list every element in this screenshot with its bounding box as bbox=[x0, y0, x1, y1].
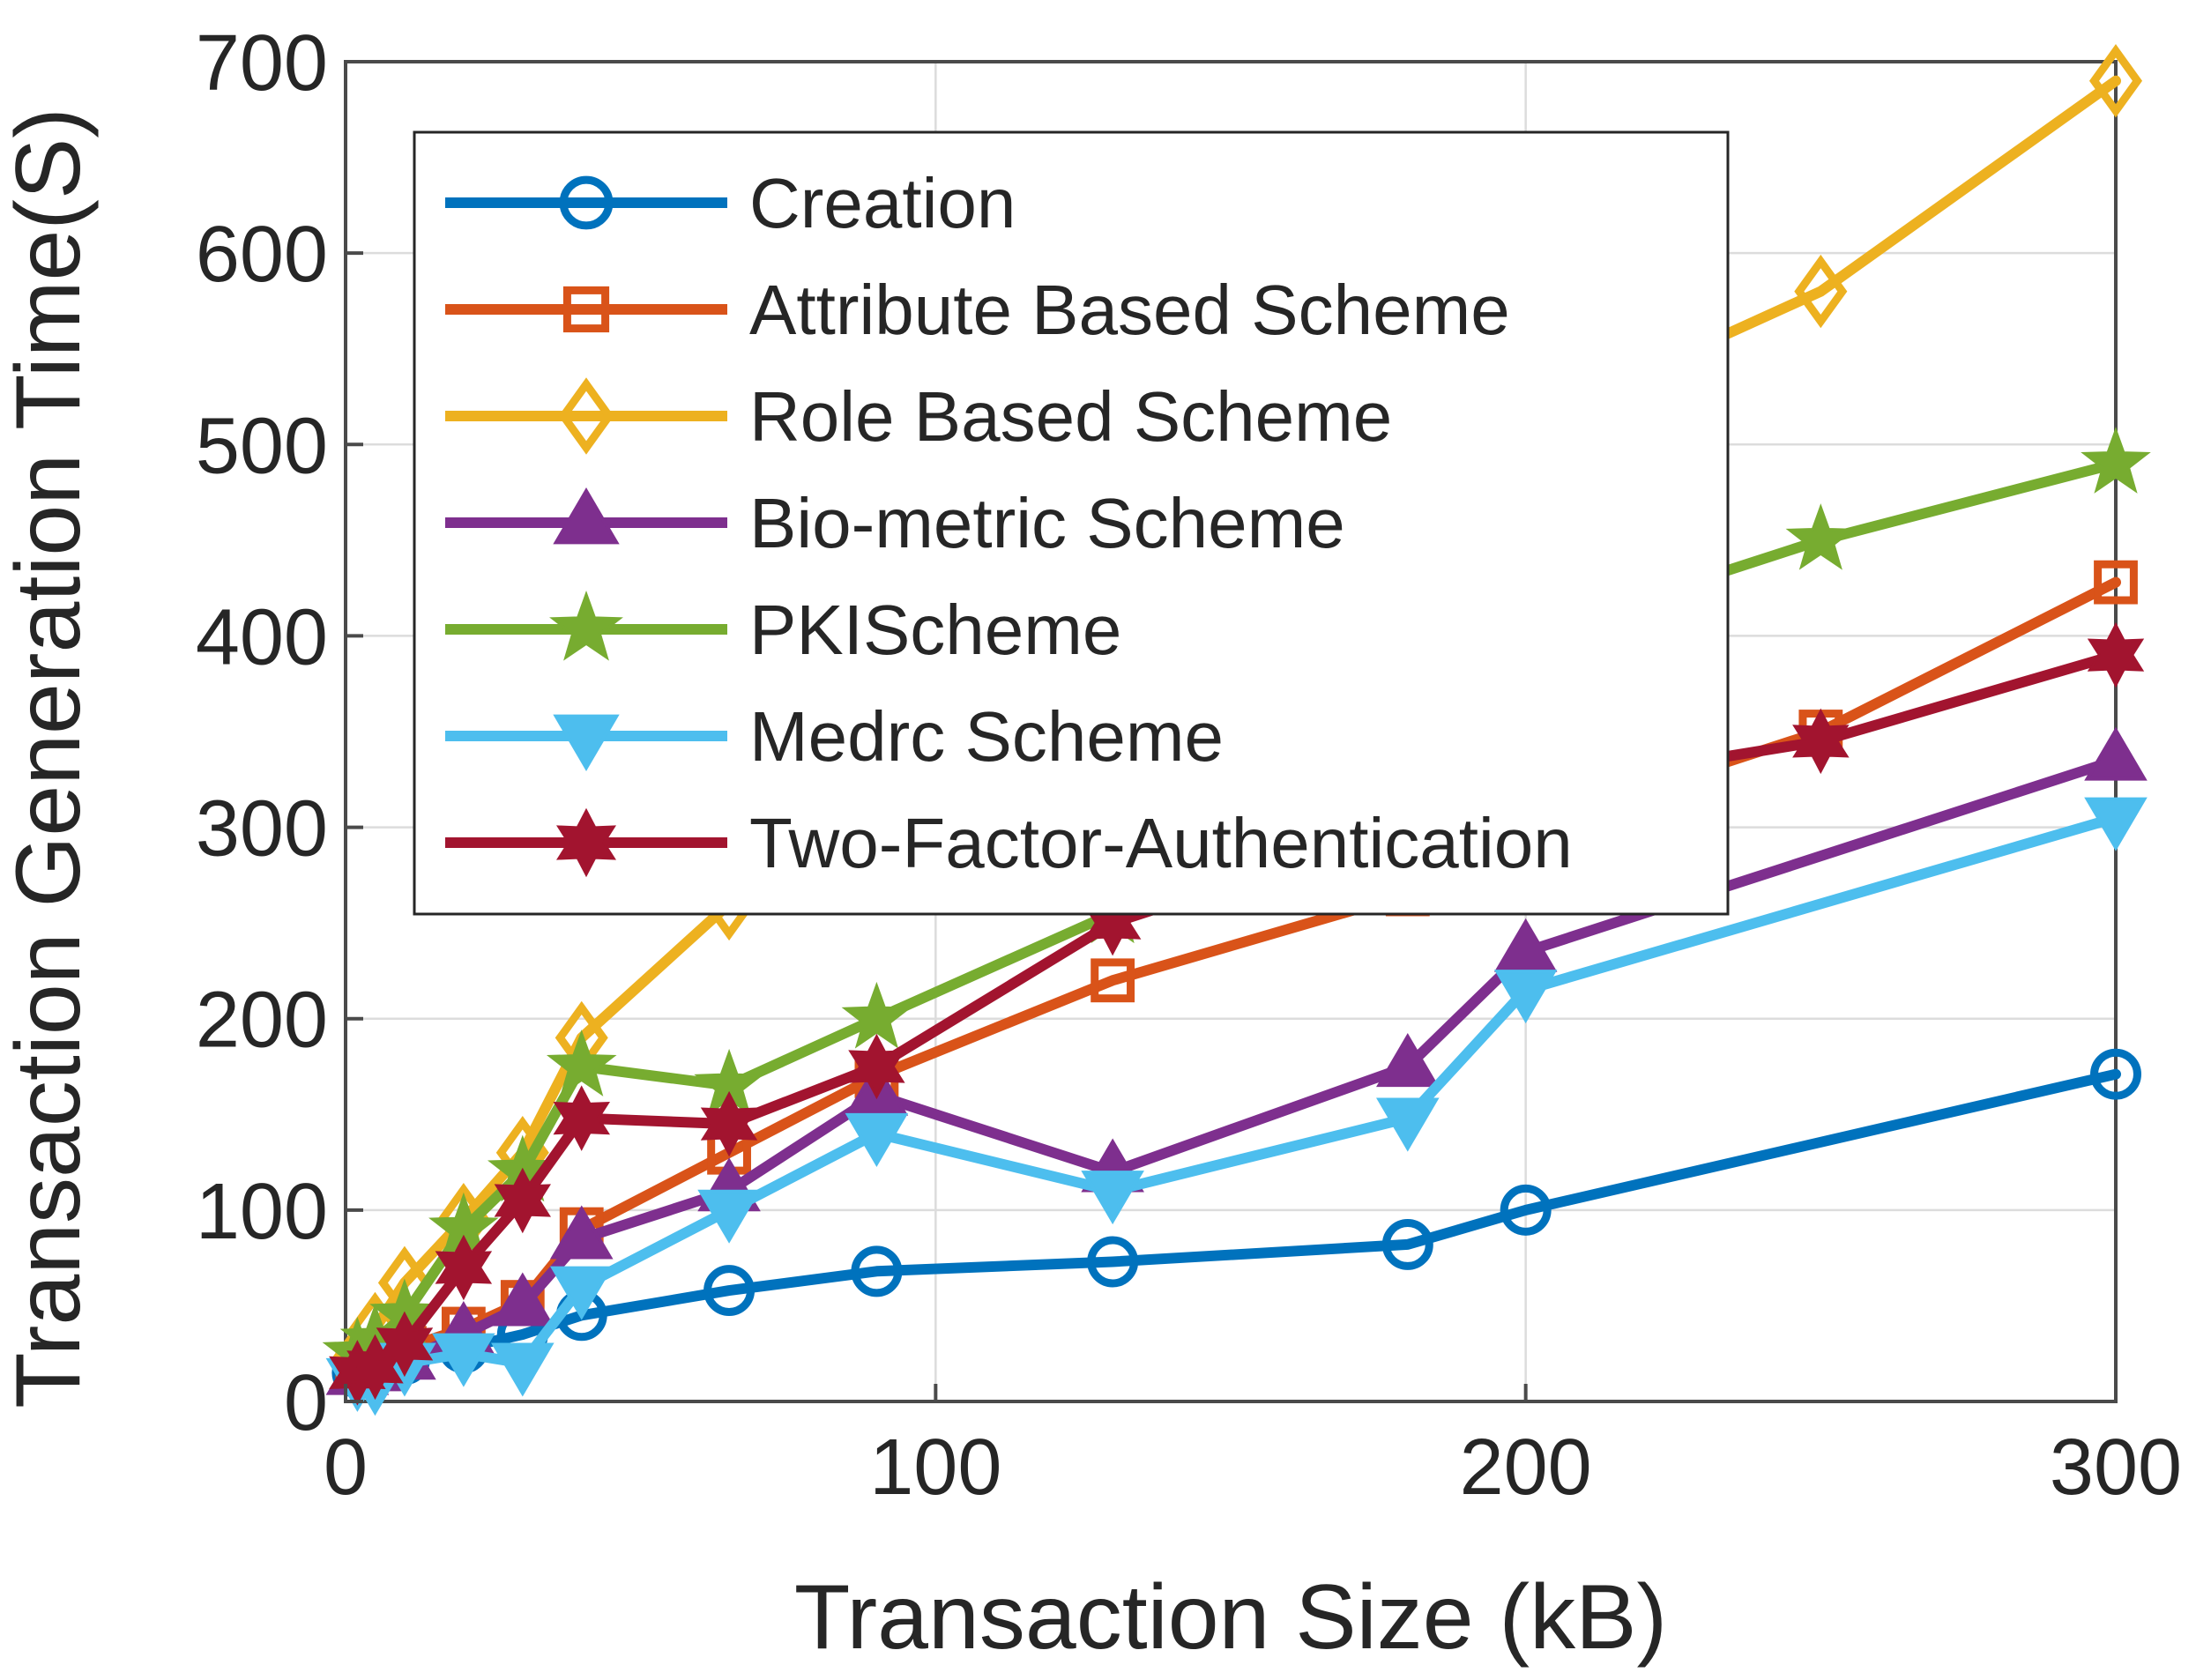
data-point bbox=[2087, 621, 2145, 688]
legend-marker bbox=[559, 175, 614, 230]
legend-label: Medrc Scheme bbox=[749, 697, 1224, 776]
data-point bbox=[546, 1030, 617, 1096]
y-tick-label: 500 bbox=[196, 402, 328, 490]
y-tick-label: 700 bbox=[196, 19, 328, 108]
data-point bbox=[1792, 708, 1850, 775]
legend-entry: Bio-metric Scheme bbox=[445, 484, 1345, 562]
data-point bbox=[553, 1085, 611, 1151]
legend-label: Attribute Based Scheme bbox=[749, 271, 1510, 349]
y-tick-label: 600 bbox=[196, 211, 328, 299]
data-point bbox=[549, 1205, 614, 1260]
legend-marker bbox=[558, 377, 614, 455]
data-point bbox=[376, 1311, 434, 1378]
data-point bbox=[432, 1333, 495, 1387]
data-point bbox=[494, 1167, 551, 1234]
data-point bbox=[2081, 427, 2151, 494]
data-point bbox=[1376, 1097, 1440, 1152]
legend-entry: Creation bbox=[445, 164, 1016, 242]
data-point bbox=[697, 1189, 761, 1244]
legend-entry: Medrc Scheme bbox=[445, 697, 1224, 776]
x-tick-label: 0 bbox=[324, 1424, 368, 1512]
data-point bbox=[435, 1234, 493, 1301]
y-tick-label: 400 bbox=[196, 593, 328, 681]
data-point bbox=[2084, 726, 2148, 781]
data-point bbox=[491, 1342, 555, 1397]
data-point bbox=[1091, 958, 1135, 1003]
data-point bbox=[1785, 503, 1857, 570]
data-point bbox=[1087, 1236, 1139, 1288]
legend-marker bbox=[553, 714, 620, 771]
y-tick-label: 0 bbox=[284, 1359, 328, 1447]
y-tick-label: 100 bbox=[196, 1168, 328, 1256]
data-point bbox=[1500, 1184, 1552, 1236]
data-point bbox=[1794, 254, 1848, 329]
legend-marker bbox=[553, 487, 620, 545]
legend-label: PKIScheme bbox=[749, 591, 1121, 669]
tick-labels: 0 100 200 300 0 100 200 300 400 500 600 700 bbox=[196, 19, 2182, 1512]
x-axis-label: Transaction Size (kB) bbox=[794, 1566, 1667, 1669]
x-tick-label: 200 bbox=[1460, 1424, 1592, 1512]
data-point bbox=[841, 981, 912, 1049]
data-point bbox=[851, 1245, 903, 1297]
data-point bbox=[1493, 970, 1558, 1024]
data-point bbox=[2088, 44, 2143, 118]
y-tick-label: 200 bbox=[196, 977, 328, 1065]
legend: Creation Attribute Based Scheme Role Based… bbox=[413, 130, 1730, 916]
legend-label: Two-Factor-Authentication bbox=[749, 804, 1573, 882]
data-point bbox=[2084, 797, 2148, 851]
data-point bbox=[2090, 1048, 2141, 1100]
y-tick-label: 300 bbox=[196, 785, 328, 873]
legend-entry: PKIScheme bbox=[445, 590, 1121, 669]
data-point bbox=[703, 1265, 756, 1317]
data-point bbox=[1381, 1218, 1433, 1270]
data-point bbox=[845, 1112, 909, 1167]
legend-entry: Attribute Based Scheme bbox=[445, 271, 1510, 349]
data-point bbox=[2094, 560, 2138, 605]
x-tick-label: 300 bbox=[2050, 1424, 2182, 1512]
y-axis-label: Transaction Generation Time(S) bbox=[0, 108, 100, 1409]
legend-label: Role Based Scheme bbox=[749, 377, 1392, 456]
x-tick-label: 100 bbox=[869, 1424, 1001, 1512]
data-point bbox=[1376, 1033, 1440, 1088]
legend-entry: Two-Factor-Authentication bbox=[445, 804, 1573, 882]
legend-marker bbox=[562, 286, 610, 333]
data-point bbox=[549, 1266, 614, 1320]
legend-label: Creation bbox=[749, 164, 1016, 242]
data-point bbox=[700, 1090, 758, 1157]
legend-entry: Role Based Scheme bbox=[445, 377, 1392, 456]
legend-label: Bio-metric Scheme bbox=[749, 484, 1345, 562]
data-point bbox=[848, 1033, 905, 1100]
data-point bbox=[1081, 1171, 1144, 1225]
legend-marker bbox=[549, 590, 623, 661]
legend-marker bbox=[555, 807, 617, 878]
data-point bbox=[491, 1272, 555, 1327]
